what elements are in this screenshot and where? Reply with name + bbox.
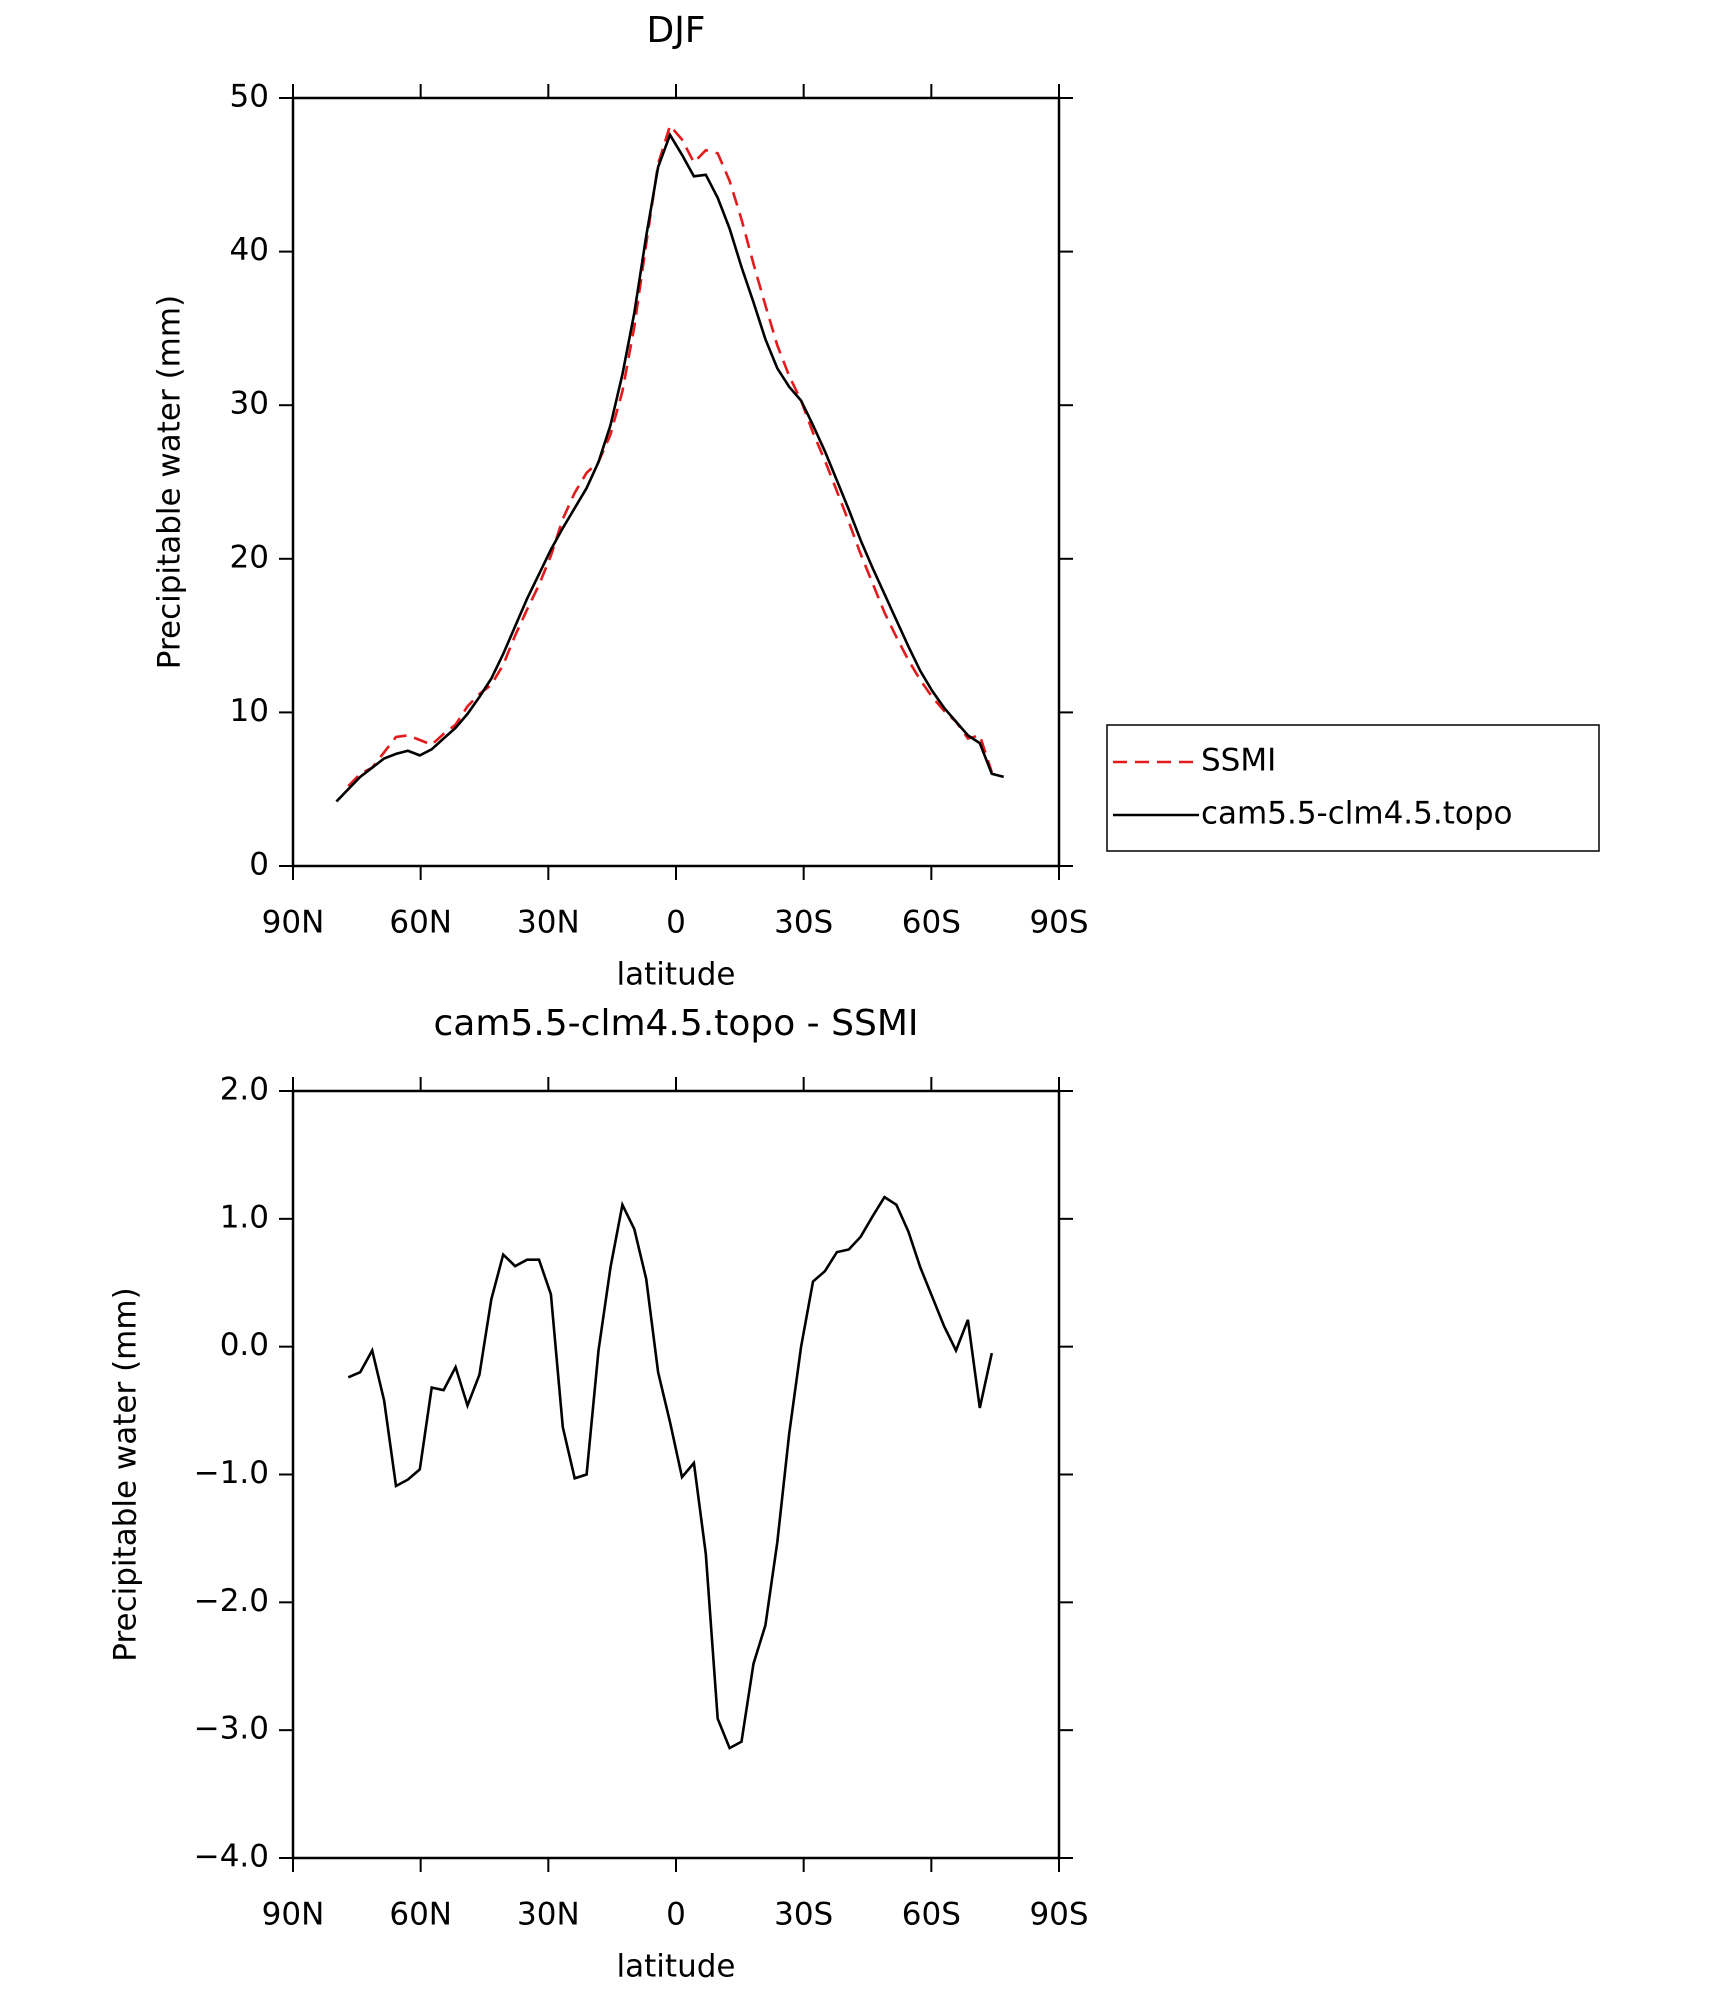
y-tick-label: −1.0 (194, 1455, 269, 1491)
x-tick-label: 90N (262, 905, 325, 941)
x-tick-label: 0 (666, 1897, 686, 1933)
chart-title: cam5.5-clm4.5.topo - SSMI (434, 1003, 919, 1044)
legend-label: cam5.5-clm4.5.topo (1201, 796, 1513, 832)
y-axis-label: Precipitable water (mm) (108, 1287, 144, 1661)
x-tick-label: 30N (517, 905, 580, 941)
y-tick-label: 2.0 (220, 1072, 269, 1108)
x-tick-label: 30N (517, 1897, 580, 1933)
x-tick-label: 60N (389, 905, 452, 941)
y-tick-label: 1.0 (220, 1199, 269, 1235)
data-line (347, 122, 994, 788)
x-axis-label: latitude (617, 1949, 736, 1985)
y-tick-label: −3.0 (194, 1711, 269, 1747)
x-tick-label: 60S (902, 905, 961, 941)
legend-label: SSMI (1201, 743, 1276, 779)
legend-box (1106, 724, 1600, 852)
y-tick-label: 50 (230, 79, 269, 115)
y-tick-label: 10 (230, 693, 269, 729)
plot-frame (291, 96, 1061, 868)
x-tick-label: 90S (1029, 1897, 1088, 1933)
plot-frame (291, 1089, 1061, 1860)
x-axis-label: latitude (617, 957, 736, 993)
chart-title: DJF (646, 10, 705, 51)
x-tick-label: 60S (902, 1897, 961, 1933)
data-line (347, 1195, 994, 1750)
y-tick-label: −4.0 (194, 1839, 269, 1875)
y-tick-label: 20 (230, 539, 269, 575)
x-tick-label: 60N (389, 1897, 452, 1933)
y-tick-label: 40 (230, 232, 269, 268)
y-tick-label: 0.0 (220, 1327, 269, 1363)
y-axis-label: Precipitable water (mm) (152, 295, 188, 669)
y-tick-label: 0 (249, 847, 269, 883)
data-line (335, 131, 1005, 803)
y-tick-label: −2.0 (194, 1583, 269, 1619)
x-tick-label: 30S (774, 905, 833, 941)
x-tick-label: 90S (1029, 905, 1088, 941)
x-tick-label: 30S (774, 1897, 833, 1933)
x-tick-label: 90N (262, 1897, 325, 1933)
x-tick-label: 0 (666, 905, 686, 941)
y-tick-label: 30 (230, 386, 269, 422)
